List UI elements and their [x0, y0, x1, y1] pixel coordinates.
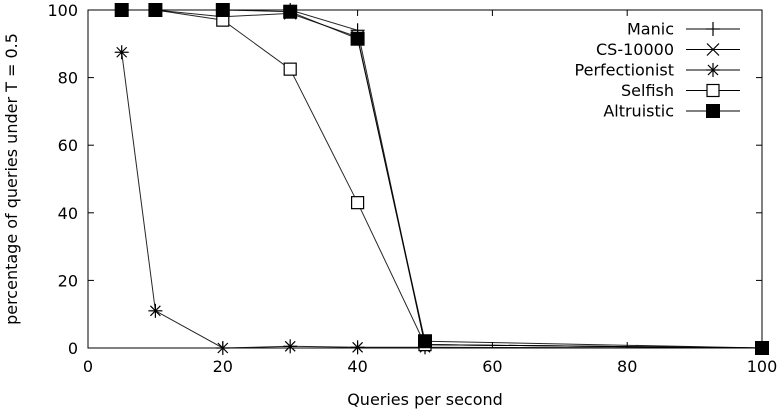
legend-marker: [706, 104, 720, 118]
x-tick-label: 40: [347, 357, 367, 376]
legend-marker: [706, 63, 720, 77]
legend-item: CS-10000: [596, 40, 740, 59]
legend-item: Perfectionist: [575, 61, 740, 80]
legend-item: Altruistic: [603, 102, 740, 121]
data-point: [755, 341, 769, 355]
data-point: [148, 303, 163, 318]
data-point: [283, 339, 298, 354]
y-tick-label: 80: [58, 69, 78, 88]
x-tick-label: 20: [213, 357, 233, 376]
x-axis-label: Queries per second: [347, 390, 503, 409]
x-tick-label: 60: [482, 357, 502, 376]
data-point: [215, 341, 230, 355]
y-tick-label: 60: [58, 136, 78, 155]
legend-item: Manic: [627, 20, 740, 39]
data-point: [350, 340, 365, 355]
data-point: [114, 3, 129, 17]
legend-marker: [706, 83, 720, 98]
legend-marker: [706, 22, 720, 36]
legend-marker: [706, 43, 720, 56]
data-point: [215, 3, 230, 17]
data-point: [114, 45, 129, 60]
legend-label: Manic: [627, 20, 674, 39]
legend-label: Selfish: [621, 81, 674, 100]
legend-item: Selfish: [621, 81, 740, 100]
y-tick-label: 40: [58, 204, 78, 223]
data-point: [418, 334, 432, 349]
y-tick-label: 20: [58, 271, 78, 290]
x-tick-label: 0: [83, 357, 93, 376]
y-tick-label: 100: [47, 1, 78, 20]
series-altruistic: [114, 3, 769, 355]
data-point: [350, 31, 365, 46]
data-point: [148, 3, 163, 17]
data-point: [283, 62, 297, 76]
legend-label: CS-10000: [596, 40, 674, 59]
x-tick-label: 80: [617, 357, 637, 376]
legend-label: Altruistic: [603, 102, 674, 121]
y-axis-label: percentage of queries under T = 0.5: [2, 33, 21, 325]
data-point: [283, 4, 298, 19]
axis-ticks: 0 20 40 60 80 100 0 20 40 60 80 100: [47, 1, 777, 376]
x-tick-label: 100: [747, 357, 778, 376]
legend-label: Perfectionist: [575, 61, 674, 80]
y-tick-label: 0: [68, 339, 78, 358]
data-point: [351, 196, 365, 210]
series-layer: [114, 3, 769, 355]
